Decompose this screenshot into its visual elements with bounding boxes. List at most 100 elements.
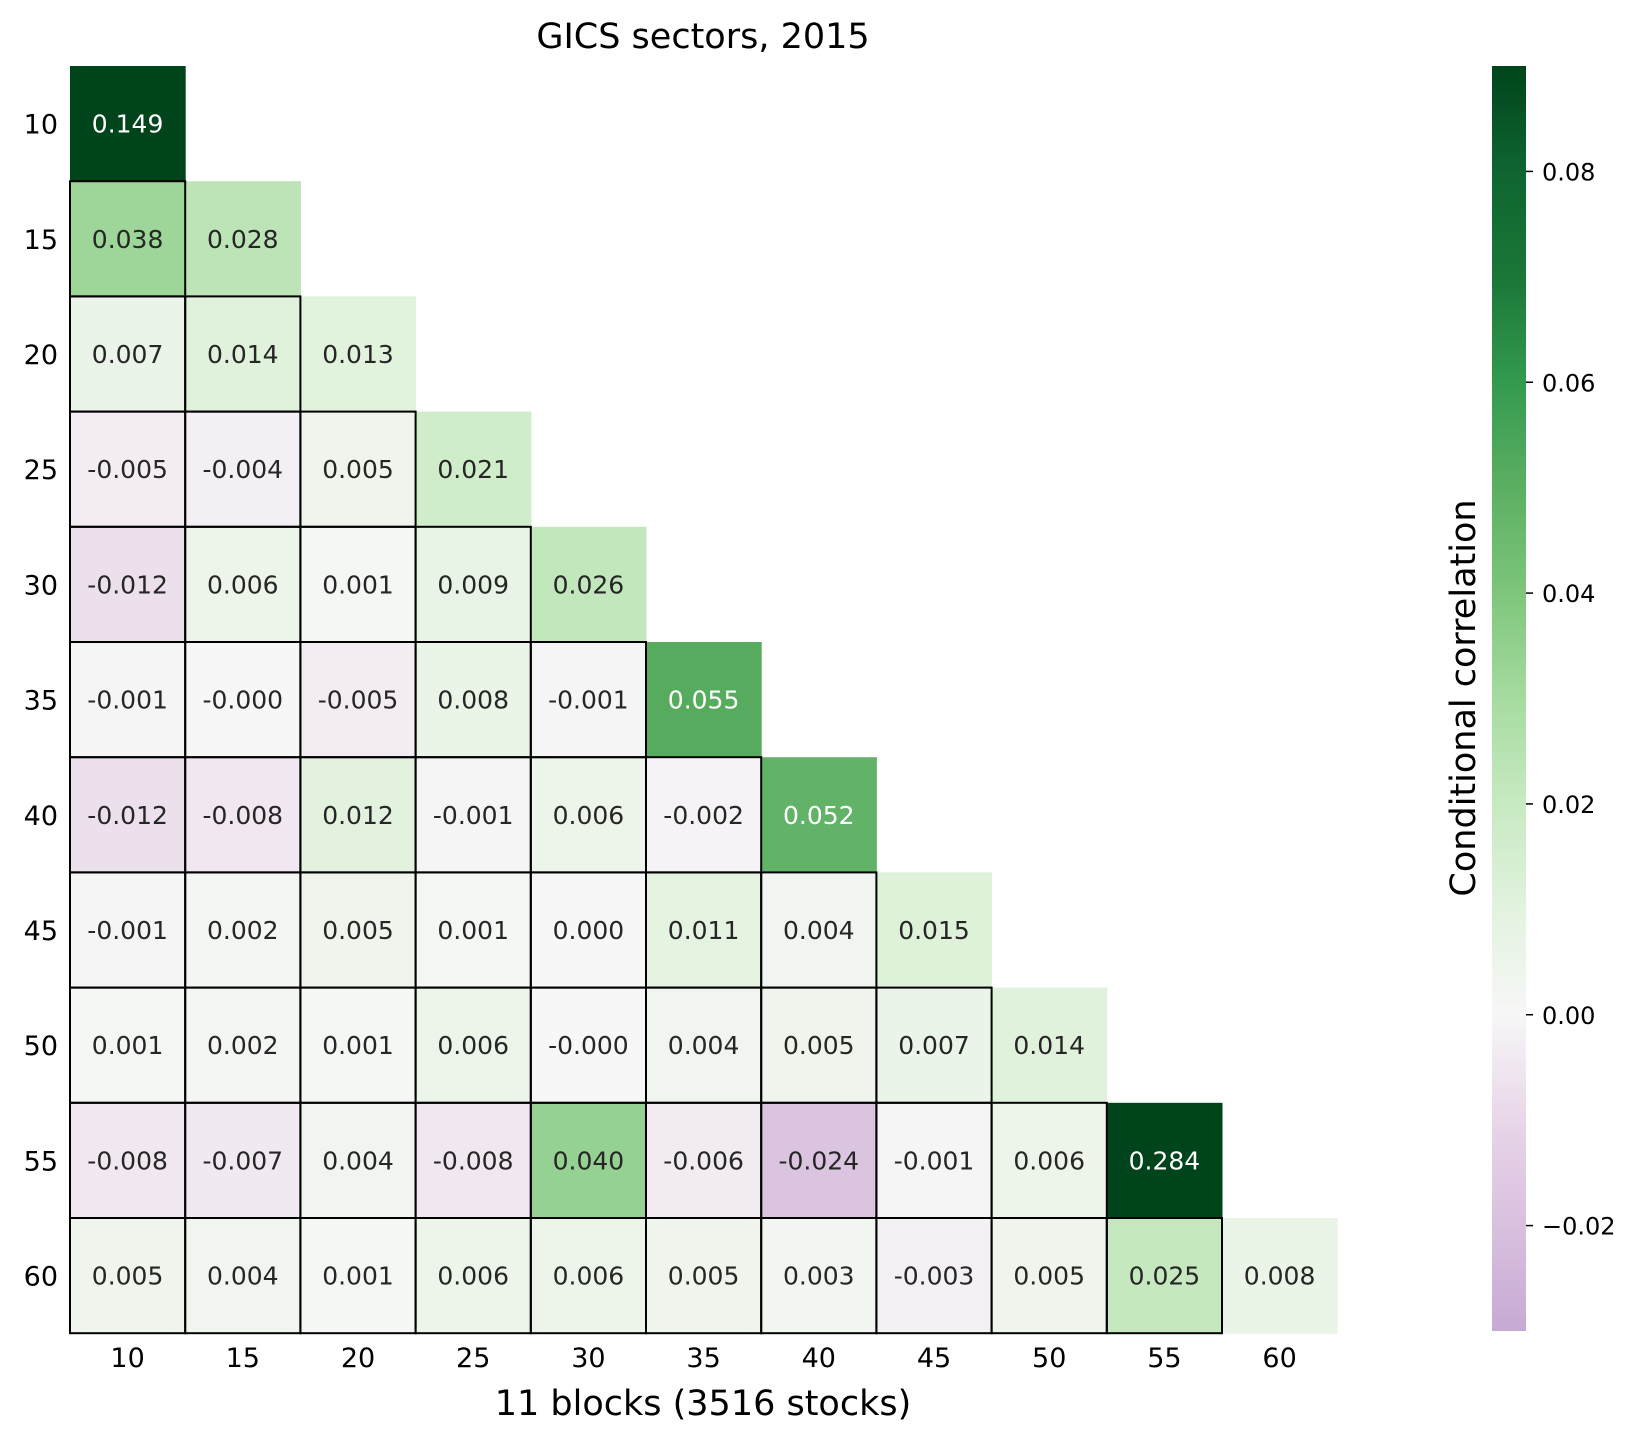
heatmap-cell [530,642,647,758]
colorbar-ticks: −0.02 0.00 0.02 0.04 0.06 0.08 [1526,158,1616,1241]
heatmap-cell [646,872,762,989]
colorbar-label: Conditional correlation [1444,499,1484,896]
cell-value-label: 0.006 [437,1031,509,1060]
cell-value-label: -0.001 [433,801,514,830]
cell-value-label: 0.007 [898,1031,970,1060]
heatmap-cell [646,1218,762,1334]
cell-value-label: 0.006 [207,570,279,599]
x-tick-label: 50 [1032,1343,1066,1374]
block-outlines [69,180,1224,1335]
colorbar-tick-label: −0.02 [1542,1213,1616,1241]
cell-labels: 0.149 0.038 0.028 0.007 0.014 0.013 -0.005 -0.0… [87,110,1315,1291]
heatmap-cell [70,757,186,873]
cell-value-label: 0.028 [207,225,279,254]
x-axis-ticks: 10 15 20 25 30 35 40 45 50 55 60 [110,1343,1296,1374]
colorbar-tick-label: 0.06 [1542,369,1595,397]
heatmap-cell [185,1102,301,1219]
cell-outline [1105,1217,1224,1335]
cell-value-label: -0.001 [548,686,629,715]
heatmap-cell [185,411,301,528]
cell-value-label: 0.006 [1013,1146,1085,1175]
heatmap-cell [530,1218,647,1334]
heatmap-cell [185,642,301,758]
heatmap-cell [300,1102,417,1219]
heatmap-cell [761,872,877,989]
y-tick-label: 35 [24,686,58,717]
heatmap-cell [876,1218,993,1334]
cell-value-label: 0.003 [783,1262,855,1291]
cell-value-label: 0.055 [668,686,740,715]
heatmap-cell [300,872,417,989]
cell-value-label: -0.008 [433,1146,514,1175]
x-tick-label: 55 [1147,1343,1181,1374]
cell-value-label: -0.007 [203,1146,284,1175]
heatmap-cell [1106,1102,1223,1219]
heatmap-cell [761,987,877,1104]
cell-value-label: 0.006 [553,801,625,830]
heatmap-cell [415,1102,532,1219]
cell-value-label: 0.001 [92,1031,164,1060]
heatmap-cell [300,987,417,1104]
cell-value-label: -0.002 [663,801,744,830]
cell-value-label: -0.012 [87,801,168,830]
heatmap-cell [70,987,186,1104]
heatmap-cell [415,411,532,528]
cell-value-label: 0.001 [437,916,509,945]
heatmap-cell [530,757,647,873]
heatmap-cell [70,642,186,758]
heatmap-cell [991,1218,1108,1334]
heatmap-cell [876,1102,993,1219]
cell-value-label: 0.013 [322,340,394,369]
heatmap-cell [761,1218,877,1334]
y-tick-label: 10 [24,110,58,141]
heatmap-cell [185,181,301,297]
cell-value-label: 0.014 [207,340,279,369]
heatmap-cell [761,1102,877,1219]
cell-value-label: 0.005 [783,1031,855,1060]
y-tick-label: 50 [24,1031,58,1062]
heatmap-cell [185,987,301,1104]
y-tick-label: 55 [24,1146,58,1177]
colorbar-tick-label: 0.08 [1542,158,1595,186]
cell-value-label: 0.284 [1129,1146,1201,1175]
cell-value-label: 0.002 [207,916,279,945]
cell-value-label: 0.001 [322,570,394,599]
cell-value-label: 0.015 [898,916,970,945]
heatmap-cell [991,987,1108,1104]
cell-value-label: 0.014 [1013,1031,1085,1060]
heatmap-cell [300,411,417,528]
heatmap-cell [530,872,647,989]
heatmap-cell [300,296,417,413]
heatmap-cell [70,526,186,643]
cell-value-label: 0.005 [322,916,394,945]
heatmap-cell [415,872,532,989]
heatmap-cell [876,987,993,1104]
heatmap-cell [415,642,532,758]
x-tick-label: 25 [456,1343,490,1374]
cell-value-label: 0.000 [553,916,625,945]
cell-value-label: 0.001 [322,1262,394,1291]
heatmap-cell [530,1102,647,1219]
heatmap-cell [646,1102,762,1219]
heatmap-cell [530,526,647,643]
x-tick-label: 60 [1262,1343,1296,1374]
x-axis-label: 11 blocks (3516 stocks) [495,1384,912,1424]
y-tick-label: 30 [24,570,58,601]
cell-value-label: -0.001 [894,1146,975,1175]
y-tick-label: 40 [24,801,58,832]
heatmap-cells [70,66,1338,1334]
heatmap-cell [530,987,647,1104]
heatmap-cell [185,872,301,989]
cell-value-label: 0.004 [322,1146,394,1175]
cell-value-label: 0.001 [322,1031,394,1060]
cell-value-label: -0.005 [318,686,399,715]
heatmap-cell [185,1218,301,1334]
cell-value-label: -0.006 [663,1146,744,1175]
heatmap-cell [991,1102,1108,1219]
heatmap-cell [70,66,186,182]
heatmap-cell [1222,1218,1338,1334]
heatmap-cell [1106,1218,1223,1334]
heatmap-cell [415,526,532,643]
cell-value-label: 0.026 [553,570,625,599]
colorbar-tick-label: 0.04 [1542,580,1595,608]
